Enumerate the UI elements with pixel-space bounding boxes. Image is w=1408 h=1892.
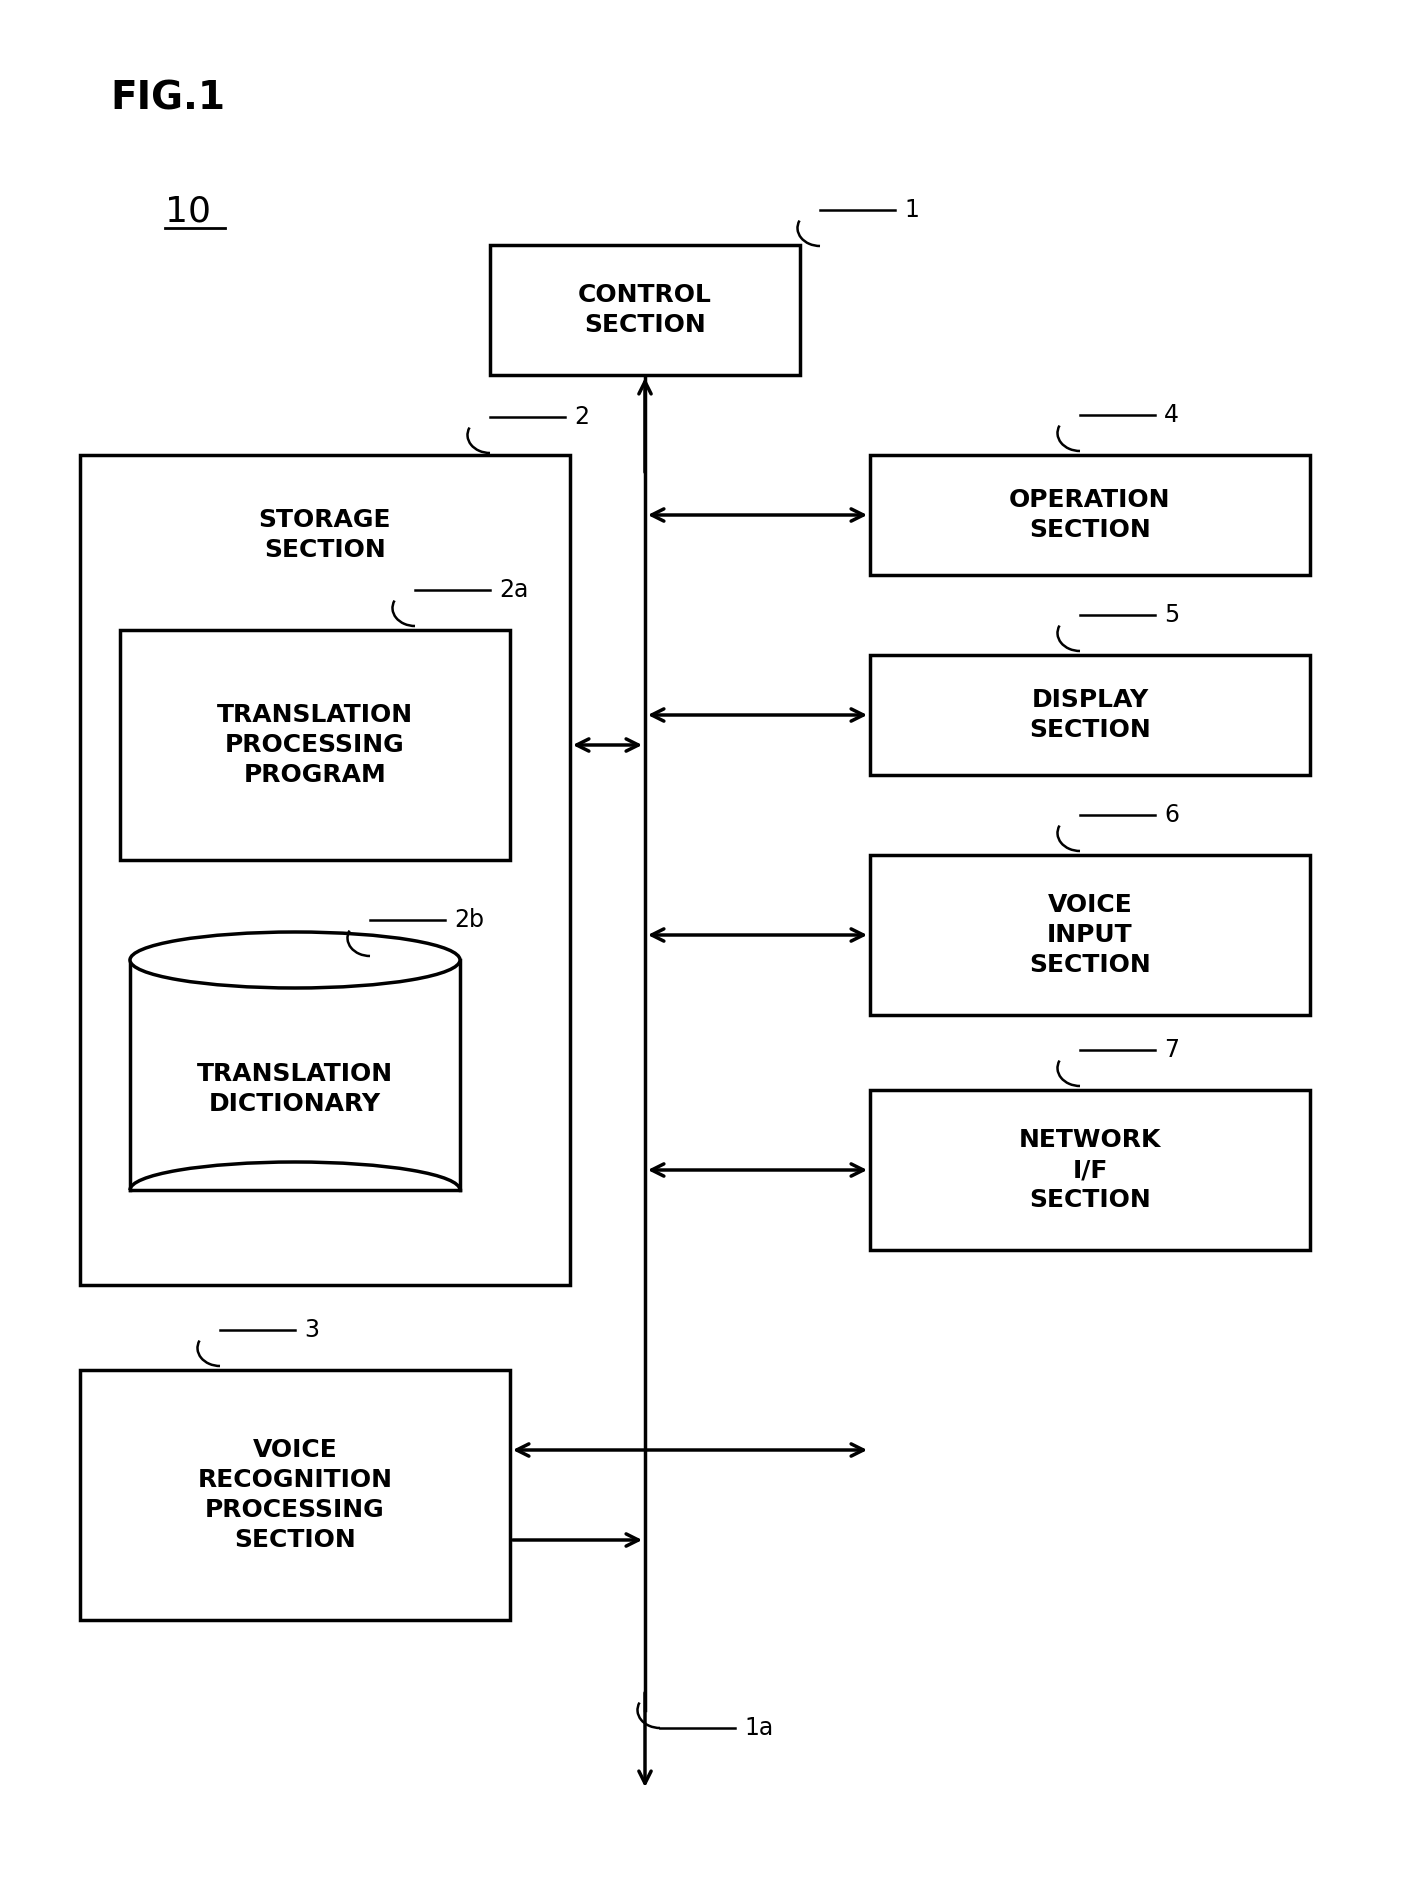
Text: 6: 6: [1164, 802, 1178, 827]
Text: 1: 1: [904, 199, 919, 221]
Text: VOICE
INPUT
SECTION: VOICE INPUT SECTION: [1029, 893, 1150, 976]
Text: 3: 3: [304, 1319, 320, 1341]
Text: 2: 2: [574, 405, 589, 429]
Text: OPERATION
SECTION: OPERATION SECTION: [1010, 488, 1170, 541]
Bar: [80, 1370, 510, 1620]
Text: 2b: 2b: [453, 908, 484, 933]
Bar: [120, 630, 510, 861]
Text: TRANSLATION
DICTIONARY: TRANSLATION DICTIONARY: [197, 1061, 393, 1116]
Bar: [870, 855, 1309, 1014]
Text: TRANSLATION
PROCESSING
PROGRAM: TRANSLATION PROCESSING PROGRAM: [217, 704, 413, 787]
Text: 7: 7: [1164, 1039, 1178, 1061]
Text: VOICE
RECOGNITION
PROCESSING
SECTION: VOICE RECOGNITION PROCESSING SECTION: [197, 1438, 393, 1551]
Text: 4: 4: [1164, 403, 1178, 428]
Text: 2a: 2a: [498, 577, 528, 602]
Text: 5: 5: [1164, 604, 1180, 626]
Bar: [870, 454, 1309, 575]
Text: NETWORK
I/F
SECTION: NETWORK I/F SECTION: [1019, 1128, 1162, 1211]
Bar: [80, 454, 570, 1285]
Text: STORAGE
SECTION: STORAGE SECTION: [259, 509, 391, 562]
Bar: [870, 1090, 1309, 1251]
Ellipse shape: [130, 933, 460, 988]
Text: 1a: 1a: [743, 1716, 773, 1741]
Bar: [870, 655, 1309, 776]
Text: CONTROL
SECTION: CONTROL SECTION: [579, 284, 712, 337]
Text: DISPLAY
SECTION: DISPLAY SECTION: [1029, 689, 1150, 742]
Text: FIG.1: FIG.1: [110, 79, 225, 117]
Bar: [490, 244, 800, 375]
Text: 10: 10: [165, 195, 211, 229]
